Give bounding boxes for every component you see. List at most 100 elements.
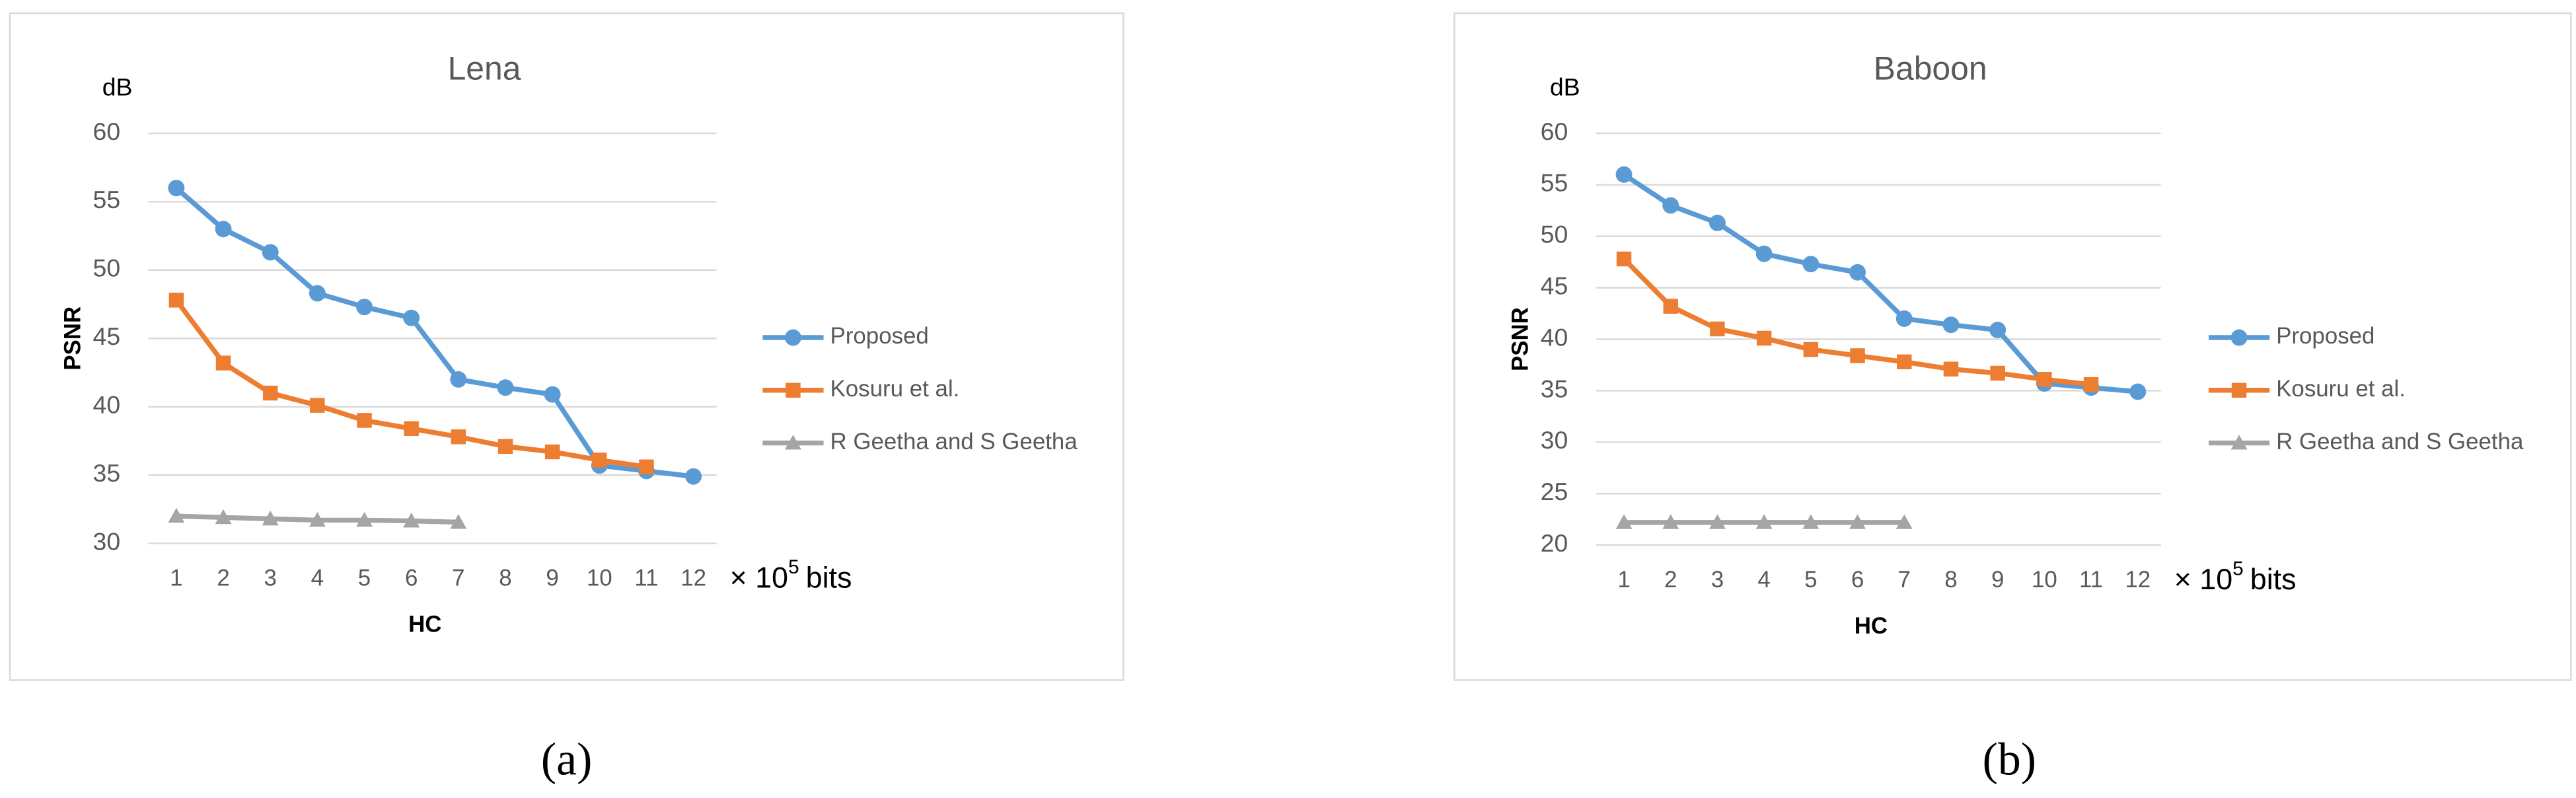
x-tick-label: 10 bbox=[2032, 567, 2057, 593]
x-axis-label: HC bbox=[1855, 613, 1888, 639]
legend-marker bbox=[2230, 329, 2248, 346]
y-tick-label: 40 bbox=[93, 391, 121, 419]
data-point bbox=[1663, 299, 1678, 314]
data-point bbox=[1710, 321, 1725, 337]
data-point bbox=[450, 371, 467, 388]
x-unit: × 105 bits bbox=[2174, 558, 2297, 595]
x-tick-label: 8 bbox=[1944, 567, 1957, 593]
data-point bbox=[262, 510, 279, 526]
y-tick-label: 60 bbox=[93, 118, 121, 145]
data-point bbox=[1942, 316, 1960, 334]
data-point bbox=[215, 355, 231, 371]
data-point bbox=[1803, 342, 1819, 357]
legend-marker bbox=[2230, 435, 2248, 450]
x-unit-base: × 10 bbox=[2174, 562, 2233, 596]
x-tick-label: 6 bbox=[1851, 567, 1864, 593]
x-tick-label: 9 bbox=[1991, 567, 2004, 593]
legend-marker bbox=[786, 382, 801, 398]
x-tick-label: 9 bbox=[546, 565, 558, 591]
legend-marker bbox=[784, 435, 801, 450]
caption: (b) bbox=[1983, 735, 2036, 785]
y-axis-label: PSNR bbox=[60, 307, 86, 371]
data-point bbox=[497, 439, 513, 454]
x-unit-suffix: bits bbox=[806, 560, 852, 594]
data-point bbox=[1897, 354, 1912, 370]
legend-label: Proposed bbox=[830, 323, 929, 349]
x-tick-label: 4 bbox=[1757, 567, 1770, 593]
x-unit-exponent: 5 bbox=[788, 556, 799, 578]
data-point bbox=[357, 413, 372, 428]
x-tick-label: 12 bbox=[681, 565, 706, 591]
chart-title: Baboon bbox=[1874, 50, 1987, 87]
data-point bbox=[403, 513, 420, 528]
x-tick-label: 2 bbox=[217, 565, 229, 591]
data-point bbox=[1755, 514, 1773, 529]
x-tick-label: 8 bbox=[499, 565, 511, 591]
data-point bbox=[1895, 514, 1913, 529]
data-point bbox=[2083, 377, 2099, 392]
x-tick-label: 5 bbox=[1804, 567, 1817, 593]
y-tick-label: 35 bbox=[93, 459, 121, 487]
y-tick-label: 45 bbox=[93, 322, 121, 350]
y-unit: dB bbox=[102, 73, 133, 100]
data-point bbox=[1802, 256, 1820, 273]
y-unit: dB bbox=[1550, 73, 1580, 100]
chart-title: Lena bbox=[448, 50, 521, 87]
legend-marker bbox=[784, 329, 801, 346]
data-point bbox=[1616, 251, 1632, 267]
y-axis-label: PSNR bbox=[1508, 307, 1533, 371]
data-point bbox=[544, 444, 560, 460]
data-point bbox=[497, 379, 514, 396]
x-unit-suffix: bits bbox=[2250, 562, 2297, 596]
data-point bbox=[1709, 514, 1726, 529]
y-tick-label: 50 bbox=[93, 254, 121, 282]
legend-label: Kosuru et al. bbox=[830, 376, 960, 402]
x-tick-label: 6 bbox=[405, 565, 418, 591]
y-tick-label: 50 bbox=[1541, 221, 1568, 248]
data-point bbox=[1850, 348, 1865, 363]
data-point bbox=[168, 507, 185, 523]
x-axis-label: HC bbox=[408, 611, 441, 637]
y-tick-label: 30 bbox=[93, 527, 121, 555]
x-unit-base: × 10 bbox=[729, 560, 788, 594]
y-tick-label: 25 bbox=[1541, 478, 1568, 505]
data-point bbox=[1662, 514, 1679, 529]
y-tick-label: 30 bbox=[1541, 426, 1568, 454]
data-point bbox=[215, 509, 232, 525]
data-point bbox=[1802, 514, 1820, 529]
data-point bbox=[1943, 361, 1959, 377]
data-point bbox=[592, 453, 607, 468]
data-point bbox=[451, 429, 466, 445]
legend-label: Proposed bbox=[2276, 323, 2374, 349]
data-point bbox=[262, 385, 278, 401]
x-unit: × 105 bits bbox=[729, 556, 852, 594]
y-tick-label: 40 bbox=[1541, 323, 1568, 351]
x-tick-label: 1 bbox=[1617, 567, 1630, 593]
data-point bbox=[309, 511, 326, 527]
data-point bbox=[356, 511, 373, 527]
data-point bbox=[310, 398, 325, 413]
data-point bbox=[403, 309, 420, 326]
legend-label: R Geetha and S Geetha bbox=[2276, 429, 2524, 454]
data-point bbox=[2129, 383, 2147, 400]
data-point bbox=[309, 285, 326, 302]
data-point bbox=[168, 180, 185, 197]
data-point bbox=[544, 386, 561, 403]
data-point bbox=[1662, 197, 1679, 214]
data-point bbox=[1849, 264, 1866, 281]
data-point bbox=[404, 421, 419, 437]
legend-marker bbox=[2231, 382, 2247, 398]
data-point bbox=[450, 514, 467, 529]
data-point bbox=[1989, 322, 2006, 338]
y-tick-label: 55 bbox=[1541, 169, 1568, 197]
data-point bbox=[1615, 166, 1633, 183]
x-tick-label: 11 bbox=[634, 565, 658, 591]
y-tick-label: 45 bbox=[1541, 272, 1568, 299]
x-tick-label: 2 bbox=[1664, 567, 1677, 593]
y-tick-label: 20 bbox=[1541, 529, 1568, 557]
x-tick-label: 11 bbox=[2079, 567, 2103, 593]
data-point bbox=[1709, 214, 1726, 231]
caption: (a) bbox=[541, 735, 592, 785]
